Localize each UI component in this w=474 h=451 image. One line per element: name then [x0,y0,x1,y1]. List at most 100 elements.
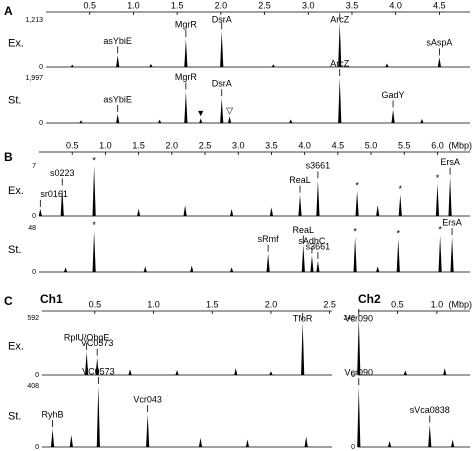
peak-label: GadY [382,90,405,100]
x-tick-label: 2.0 [215,0,228,10]
y-tick-label: 592 [27,315,39,322]
peak [269,207,274,216]
peak [385,63,389,67]
x-tick-label: 0.5 [83,0,96,10]
peak [310,255,314,272]
peak [435,183,440,216]
x-tick-label: 0.5 [89,299,102,309]
panel-label: B [4,150,13,164]
y-tick-label: 249 [343,315,355,322]
x-tick-label: 1.5 [132,140,145,150]
peak [391,109,395,123]
peak [438,235,442,272]
x-tick-label: 3.5 [265,140,278,150]
peak [338,78,342,123]
peak [428,424,432,447]
x-tick-label: 1.0 [147,299,160,309]
x-tick-label: 1.0 [99,140,112,150]
panel-label: A [4,4,13,18]
peak-label: * [92,220,96,230]
peak [355,191,359,216]
peak-label: MgrR [175,72,197,82]
x-unit: (Mbp) [448,299,472,309]
peak [95,357,99,375]
peak [198,438,203,447]
x-tick-label: 2.0 [265,299,278,309]
peak [199,118,203,123]
peak [50,429,55,447]
x-tick-label: 5.0 [365,140,378,150]
peak [63,267,68,272]
x-tick-label: 2.5 [199,140,212,150]
peak-label: * [436,173,440,183]
peak [60,187,64,216]
peak [398,194,402,216]
x-tick-label: 2.5 [323,299,336,309]
peak [304,436,308,447]
peak-label: ▼ [196,108,205,118]
peak [96,386,100,447]
track-name: Ex. [8,37,24,49]
peak-label: ErsA [440,157,460,167]
peak-label: asYbiE [103,94,132,104]
peak-label: ArcZ [330,14,350,24]
peak [396,239,400,272]
y-tick-label: 1,213 [25,17,43,24]
peak [149,63,153,67]
peak [116,113,120,123]
panel-label: C [4,294,13,308]
peak-label: * [355,180,359,190]
peak [269,371,273,375]
chart-title: Ch1 [40,292,63,306]
peak-label: VC0573 [82,366,115,376]
x-tick-label: 3.0 [232,140,245,150]
peak-label: ArcZ [330,58,350,68]
peak [143,266,147,272]
peak [353,237,357,272]
y-tick-label: 0 [35,444,39,451]
peak [289,119,293,123]
peak [184,39,188,67]
peak-label: * [397,228,401,238]
peak [70,64,74,67]
peak-label: ▽ [226,106,233,116]
peak-label: s0223 [50,168,75,178]
peak [79,120,83,123]
track-name: St. [8,244,21,256]
x-tick-label: 0.5 [391,299,404,309]
peak-label: sVca0838 [410,405,450,415]
peak-label: DsrA [212,79,232,89]
peak [190,265,194,272]
peak-label: Vcr090 [345,313,374,323]
peak [175,370,179,375]
peak-label: * [438,225,442,235]
peak [229,208,234,216]
x-tick-label: 5.5 [398,140,411,150]
y-tick-label: 48 [28,225,36,232]
peak [357,387,361,447]
peak-label: RplU/ObgE [64,332,110,342]
chart-title: Ch2 [358,292,381,306]
y-tick-label: 0 [32,213,36,220]
peak [184,91,188,123]
peak [229,267,234,272]
peak-label: MgrR [175,19,197,29]
x-tick-label: 0.5 [66,140,79,150]
track-name: St. [8,94,21,106]
peak-label: sr0161 [40,189,68,199]
peak [298,194,302,216]
peak [183,205,187,216]
x-tick-label: 4.5 [332,140,345,150]
x-tick-label: 1.0 [431,299,444,309]
peak-label: Vcr043 [133,394,162,404]
x-tick-label: 4.5 [433,0,446,10]
track-name: Ex. [8,185,24,197]
x-tick-label: 4.0 [389,0,402,10]
y-tick-label: 0 [39,120,43,127]
x-tick-label: 1.5 [171,0,184,10]
peak-label: sAdhC [298,236,326,246]
peak [266,253,270,272]
peak [128,369,132,375]
y-tick-label: 1,997 [25,75,43,82]
